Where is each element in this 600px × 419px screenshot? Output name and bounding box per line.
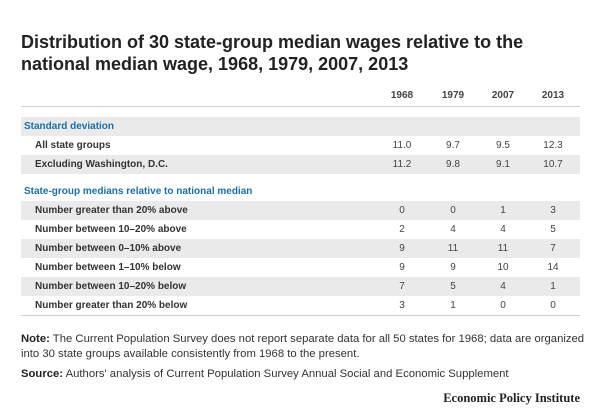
table-cell: 4 [500, 281, 506, 292]
table-cell: 4 [500, 224, 506, 235]
table-cell: 0 [550, 300, 556, 311]
column-header: 1979 [441, 90, 465, 101]
table-row: Excluding Washington, D.C. 11.2 9.8 9.1 … [21, 155, 580, 174]
row-label: Number greater than 20% below [35, 300, 188, 311]
table-cell: 9 [399, 262, 405, 273]
table-cell: 9.5 [496, 140, 510, 151]
table-row: Number greater than 20% above 0 0 1 3 [21, 201, 580, 220]
table-row: All state groups 11.0 9.7 9.5 12.3 [21, 136, 580, 155]
table-cell: 2 [399, 224, 405, 235]
table-cell: 1 [500, 205, 506, 216]
table-header-row: 1968 1979 2007 2013 [21, 86, 580, 107]
note-text: The Current Population Survey does not r… [21, 333, 585, 360]
table-cell: 4 [450, 224, 456, 235]
table-cell: 10.7 [543, 159, 563, 170]
table-cell: 0 [500, 300, 506, 311]
table-row: Number between 1–10% below 9 9 10 14 [21, 258, 580, 277]
table-cell: 3 [399, 300, 405, 311]
section-heading-row: State-group medians relative to national… [21, 182, 580, 201]
column-header: 2007 [491, 90, 515, 101]
data-table: 1968 1979 2007 2013 Standard deviation A… [21, 86, 580, 316]
table-cell: 11 [497, 243, 509, 254]
table-cell: 11 [447, 243, 459, 254]
note: Note: The Current Population Survey does… [21, 332, 586, 362]
row-label: Number greater than 20% above [35, 205, 188, 216]
table-cell: 9.1 [496, 159, 510, 170]
source: Source: Authors' analysis of Current Pop… [21, 367, 586, 382]
table-cell: 9 [399, 243, 405, 254]
row-label: Number between 10–20% above [35, 224, 187, 235]
table-cell: 11.0 [392, 140, 412, 151]
table-cell: 7 [550, 243, 556, 254]
note-label: Note: [21, 333, 50, 345]
table-cell: 0 [450, 205, 456, 216]
chart-title: Distribution of 30 state-group median wa… [21, 32, 524, 74]
table-cell: 0 [399, 205, 405, 216]
row-label: Number between 10–20% below [35, 281, 187, 292]
column-header: 1968 [390, 90, 414, 101]
table-cell: 10 [497, 262, 509, 273]
table-cell: 5 [450, 281, 456, 292]
row-label: Number between 0–10% above [35, 243, 182, 254]
table-cell: 9.7 [446, 140, 460, 151]
column-header: 2013 [541, 90, 565, 101]
table-cell: 7 [399, 281, 405, 292]
section-heading-row: Standard deviation [21, 117, 580, 136]
table-cell: 12.3 [543, 140, 563, 151]
row-label: All state groups [35, 140, 111, 151]
table-cell: 9.8 [446, 159, 460, 170]
table-row: Number between 10–20% above 2 4 4 5 [21, 220, 580, 239]
source-text: Authors' analysis of Current Population … [63, 368, 509, 380]
table-bottom-rule [21, 315, 580, 316]
table-row: Number greater than 20% below 3 1 0 0 [21, 296, 580, 315]
table-cell: 3 [550, 205, 556, 216]
source-label: Source: [21, 368, 64, 380]
row-label: Number between 1–10% below [35, 262, 181, 273]
table-row: Number between 0–10% above 9 11 11 7 [21, 239, 580, 258]
table-cell: 1 [450, 300, 456, 311]
section-heading: Standard deviation [24, 121, 115, 132]
table-cell: 1 [550, 281, 556, 292]
spacer [21, 174, 580, 182]
brand-logo: Economic Policy Institute [443, 391, 580, 405]
table-cell: 5 [550, 224, 556, 235]
table-cell: 14 [547, 262, 559, 273]
table-cell: 9 [450, 262, 456, 273]
table-row: Number between 10–20% below 7 5 4 1 [21, 277, 580, 296]
spacer [21, 107, 580, 117]
row-label: Excluding Washington, D.C. [35, 159, 168, 170]
table-cell: 11.2 [392, 159, 412, 170]
section-heading: State-group medians relative to national… [24, 186, 253, 197]
